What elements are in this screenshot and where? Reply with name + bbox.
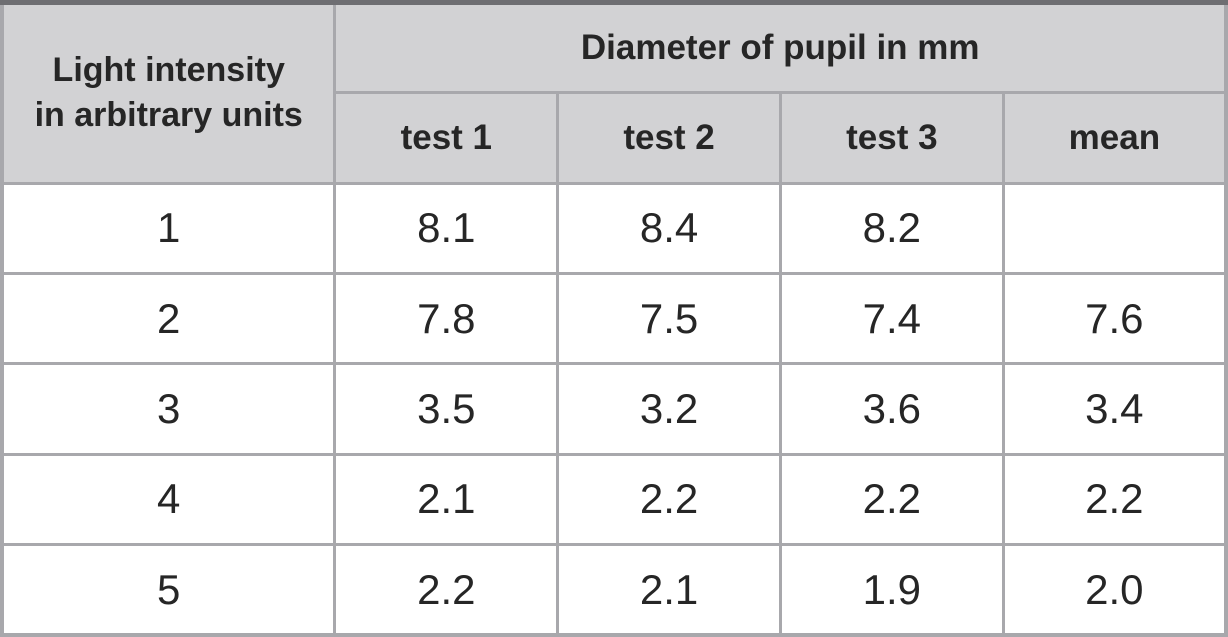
column-header-test2: test 2 xyxy=(556,91,782,185)
column-header-mean: mean xyxy=(1001,91,1228,185)
table-row-intensity-1: 1 8.1 8.4 8.2 xyxy=(0,181,1228,276)
header-row-group: Light intensity in arbitrary units Diame… xyxy=(0,0,1228,185)
cell-intensity: 1 xyxy=(0,181,337,276)
cell-mean: 3.4 xyxy=(1001,362,1228,456)
cell-test2: 8.4 xyxy=(556,181,782,276)
cell-test1: 3.5 xyxy=(333,362,560,456)
cell-test2: 2.2 xyxy=(556,452,782,547)
cell-intensity: 3 xyxy=(0,362,337,456)
corner-header-line1: Light intensity xyxy=(52,51,285,90)
corner-header-light-intensity: Light intensity in arbitrary units xyxy=(0,1,337,185)
cell-test1: 8.1 xyxy=(333,181,560,276)
cell-test1: 2.1 xyxy=(333,452,560,547)
table-row-intensity-4: 4 2.1 2.2 2.2 2.2 xyxy=(0,452,1228,547)
cell-test1: 7.8 xyxy=(333,272,560,366)
cell-intensity: 2 xyxy=(0,272,337,366)
cell-test3: 7.4 xyxy=(778,272,1005,366)
cell-intensity: 5 xyxy=(0,543,337,637)
cell-mean-blank xyxy=(1001,181,1228,276)
column-header-test1: test 1 xyxy=(333,91,560,185)
group-header-diameter: Diameter of pupil in mm xyxy=(333,0,1228,95)
corner-header-line2: in arbitrary units xyxy=(34,96,303,135)
cell-mean: 2.0 xyxy=(1001,543,1228,637)
cell-test3: 1.9 xyxy=(778,543,1005,637)
cell-test2: 3.2 xyxy=(556,362,782,456)
cell-test3: 3.6 xyxy=(778,362,1005,456)
table-row-intensity-3: 3 3.5 3.2 3.6 3.4 xyxy=(0,362,1228,456)
cell-test3: 2.2 xyxy=(778,452,1005,547)
cell-test2: 2.1 xyxy=(556,543,782,637)
cell-test2: 7.5 xyxy=(556,272,782,366)
table-row-intensity-2: 2 7.8 7.5 7.4 7.6 xyxy=(0,272,1228,366)
cell-mean: 7.6 xyxy=(1001,272,1228,366)
table-row-intensity-5: 5 2.2 2.1 1.9 2.0 xyxy=(0,543,1228,637)
cell-intensity: 4 xyxy=(0,452,337,547)
cell-test3: 8.2 xyxy=(778,181,1005,276)
cell-test1: 2.2 xyxy=(333,543,560,637)
cell-mean: 2.2 xyxy=(1001,452,1228,547)
column-header-test3: test 3 xyxy=(778,91,1005,185)
header-row-sub: test 1 test 2 test 3 mean xyxy=(2,91,1228,185)
